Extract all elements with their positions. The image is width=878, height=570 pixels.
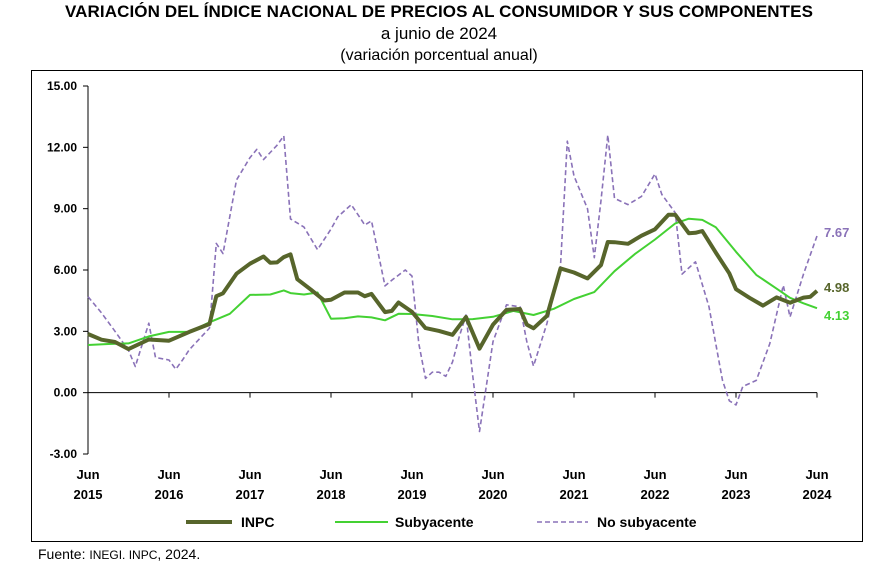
x-tick-year: 2019 [398,487,427,502]
legend-label-subyacente: Subyacente [395,514,474,530]
x-tick-month: Jun [643,467,666,482]
y-tick-label: 0.00 [54,386,78,400]
series-line-inpc [87,212,819,352]
x-tick-year: 2022 [641,487,670,502]
y-tick-label: -3.00 [50,447,78,461]
x-tick-year: 2024 [803,487,833,502]
y-tick-label: 12.00 [47,140,77,154]
chart-frame [31,70,863,542]
x-tick-year: 2023 [722,487,751,502]
x-tick-month: Jun [481,467,504,482]
y-tick-label: 6.00 [54,263,78,277]
chart-title: VARIACIÓN DEL ÍNDICE NACIONAL DE PRECIOS… [64,2,814,21]
x-tick-month: Jun [238,467,261,482]
x-tick-month: Jun [76,467,99,482]
chart-subtitle: a junio de 2024 [380,24,498,43]
x-tick-month: Jun [562,467,585,482]
y-tick-label: 3.00 [54,324,78,338]
source-text: INEGI. INPC [89,548,158,562]
series-line-subyacente [87,217,818,346]
source-note: Fuente: INEGI. INPC, 2024. [38,546,200,562]
end-label-subyacente: 4.13 [824,308,849,323]
x-tick-month: Jun [157,467,180,482]
x-tick-year: 2016 [155,487,184,502]
x-tick-year: 2021 [560,487,589,502]
x-tick-year: 2018 [317,487,346,502]
x-tick-month: Jun [724,467,747,482]
source-year: , 2024. [157,546,201,562]
legend-label-no-subyacente: No subyacente [597,514,697,530]
x-tick-year: 2015 [74,487,103,502]
source-label: Fuente: [38,546,86,562]
x-tick-month: Jun [319,467,342,482]
y-tick-label: 9.00 [54,202,78,216]
x-tick-year: 2017 [236,487,265,502]
series-line-no-subyacente [87,134,818,433]
x-tick-month: Jun [805,467,828,482]
end-label-inpc: 4.98 [824,280,849,295]
x-tick-month: Jun [400,467,423,482]
y-tick-label: 15.00 [47,79,77,93]
legend-label-inpc: INPC [241,514,274,530]
chart-unit-note: (variación porcentual anual) [340,47,538,64]
end-label-no-subyacente: 7.67 [824,225,849,240]
x-tick-year: 2020 [479,487,508,502]
